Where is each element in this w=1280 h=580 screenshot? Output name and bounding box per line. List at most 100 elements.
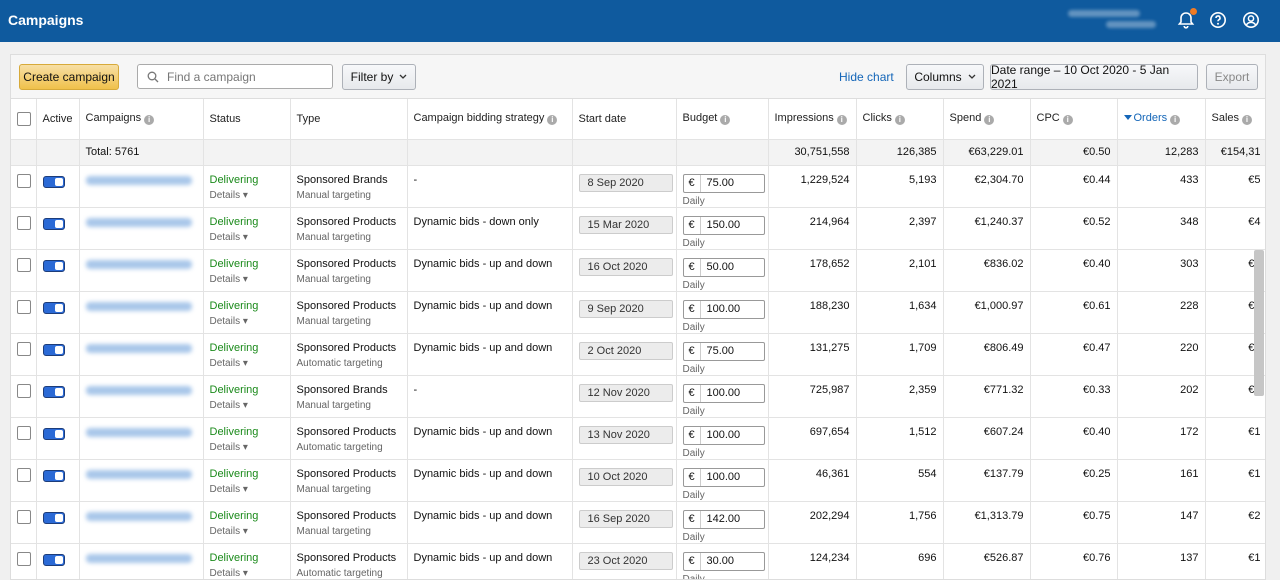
- col-budget[interactable]: Budget i: [676, 99, 769, 140]
- budget-input[interactable]: €50.00: [682, 257, 765, 277]
- budget-input[interactable]: €30.00: [682, 551, 765, 571]
- start-date-field[interactable]: 15 Mar 2020: [578, 215, 673, 234]
- details-dropdown[interactable]: Details ▾: [209, 231, 248, 243]
- row-checkbox[interactable]: [17, 257, 31, 272]
- col-cpc[interactable]: CPC i: [1030, 99, 1118, 140]
- active-toggle[interactable]: [42, 511, 65, 524]
- details-dropdown[interactable]: Details ▾: [209, 357, 248, 369]
- col-active[interactable]: Active: [36, 99, 80, 140]
- bell-icon[interactable]: [1176, 10, 1196, 30]
- row-checkbox[interactable]: [17, 467, 31, 482]
- active-toggle[interactable]: [42, 553, 65, 566]
- account-icon[interactable]: [1241, 10, 1261, 30]
- budget-input[interactable]: €100.00: [682, 299, 765, 319]
- export-button[interactable]: Export: [1206, 64, 1258, 90]
- info-icon[interactable]: i: [1242, 115, 1253, 126]
- start-date-field[interactable]: 2 Oct 2020: [578, 341, 673, 360]
- info-icon[interactable]: i: [720, 115, 731, 126]
- row-checkbox[interactable]: [17, 173, 31, 188]
- start-date-field[interactable]: 16 Oct 2020: [578, 257, 673, 276]
- info-icon[interactable]: i: [894, 115, 905, 126]
- active-toggle[interactable]: [42, 343, 65, 356]
- create-campaign-button[interactable]: Create campaign: [19, 64, 119, 90]
- col-start-date[interactable]: Start date: [572, 99, 677, 140]
- col-strategy[interactable]: Campaign bidding strategy i: [407, 99, 573, 140]
- campaign-name-link[interactable]: [85, 301, 192, 311]
- budget-input[interactable]: €75.00: [682, 173, 765, 193]
- col-status[interactable]: Status: [203, 99, 291, 140]
- details-dropdown[interactable]: Details ▾: [209, 399, 248, 411]
- hide-chart-link[interactable]: Hide chart: [839, 70, 894, 84]
- columns-button[interactable]: Columns: [906, 64, 984, 90]
- row-checkbox[interactable]: [17, 425, 31, 440]
- campaign-name-link[interactable]: [85, 553, 192, 563]
- info-icon[interactable]: i: [836, 115, 847, 126]
- clicks-cell: 696: [856, 543, 944, 579]
- active-toggle[interactable]: [42, 427, 65, 440]
- info-icon[interactable]: i: [1170, 115, 1181, 126]
- col-type[interactable]: Type: [290, 99, 408, 140]
- impressions-cell: 725,987: [768, 375, 857, 418]
- details-dropdown[interactable]: Details ▾: [209, 189, 248, 201]
- col-spend[interactable]: Spend i: [943, 99, 1031, 140]
- start-date-field[interactable]: 16 Sep 2020: [578, 509, 673, 528]
- info-icon[interactable]: i: [144, 115, 155, 126]
- filter-by-button[interactable]: Filter by: [342, 64, 416, 90]
- budget-input[interactable]: €142.00: [682, 509, 765, 529]
- details-dropdown[interactable]: Details ▾: [209, 483, 248, 495]
- start-date-field[interactable]: 9 Sep 2020: [578, 299, 673, 318]
- col-impressions[interactable]: Impressions i: [768, 99, 857, 140]
- budget-input[interactable]: €75.00: [682, 341, 765, 361]
- start-date-field[interactable]: 12 Nov 2020: [578, 383, 673, 402]
- campaigns-panel: Create campaign Filter by Hide chart Col…: [10, 54, 1266, 580]
- row-checkbox[interactable]: [17, 299, 31, 314]
- col-orders[interactable]: Orders i: [1117, 99, 1206, 140]
- budget-input[interactable]: €150.00: [682, 215, 765, 235]
- campaign-name-link[interactable]: [85, 427, 192, 437]
- help-icon[interactable]: [1208, 10, 1228, 30]
- budget-input[interactable]: €100.00: [682, 383, 765, 403]
- chevron-down-icon: [968, 74, 976, 79]
- date-range-button[interactable]: Date range – 10 Oct 2020 - 5 Jan 2021: [990, 63, 1198, 91]
- col-clicks[interactable]: Clicks i: [856, 99, 944, 140]
- active-toggle[interactable]: [42, 259, 65, 272]
- budget-input[interactable]: €100.00: [682, 467, 765, 487]
- active-toggle[interactable]: [42, 385, 65, 398]
- account-name-blurred[interactable]: [1068, 7, 1156, 33]
- info-icon[interactable]: i: [1062, 115, 1073, 126]
- active-toggle[interactable]: [42, 175, 65, 188]
- row-checkbox[interactable]: [17, 551, 31, 566]
- start-date-field[interactable]: 8 Sep 2020: [578, 173, 673, 192]
- details-dropdown[interactable]: Details ▾: [209, 441, 248, 453]
- start-date-field[interactable]: 10 Oct 2020: [578, 467, 673, 486]
- search-box[interactable]: [137, 64, 333, 89]
- campaign-name-link[interactable]: [85, 385, 192, 395]
- select-all-checkbox[interactable]: [17, 111, 31, 126]
- campaign-name-link[interactable]: [85, 511, 192, 521]
- campaign-name-link[interactable]: [85, 217, 192, 227]
- start-date-field[interactable]: 23 Oct 2020: [578, 551, 673, 570]
- campaign-name-link[interactable]: [85, 259, 192, 269]
- row-checkbox[interactable]: [17, 383, 31, 398]
- active-toggle[interactable]: [42, 469, 65, 482]
- scrollbar-thumb[interactable]: [1254, 250, 1264, 396]
- campaign-name-link[interactable]: [85, 175, 192, 185]
- row-checkbox[interactable]: [17, 341, 31, 356]
- start-date-field[interactable]: 13 Nov 2020: [578, 425, 673, 444]
- info-icon[interactable]: i: [547, 115, 558, 126]
- details-dropdown[interactable]: Details ▾: [209, 525, 248, 537]
- details-dropdown[interactable]: Details ▾: [209, 273, 248, 285]
- search-input[interactable]: [167, 69, 317, 84]
- campaign-name-link[interactable]: [85, 469, 192, 479]
- budget-input[interactable]: €100.00: [682, 425, 765, 445]
- row-checkbox[interactable]: [17, 509, 31, 524]
- row-checkbox[interactable]: [17, 215, 31, 230]
- details-dropdown[interactable]: Details ▾: [209, 315, 248, 327]
- campaign-name-link[interactable]: [85, 343, 192, 353]
- info-icon[interactable]: i: [984, 115, 995, 126]
- active-toggle[interactable]: [42, 217, 65, 230]
- active-toggle[interactable]: [42, 301, 65, 314]
- col-campaigns[interactable]: Campaigns i: [79, 99, 204, 140]
- details-dropdown[interactable]: Details ▾: [209, 567, 248, 579]
- col-sales[interactable]: Sales i: [1205, 99, 1265, 140]
